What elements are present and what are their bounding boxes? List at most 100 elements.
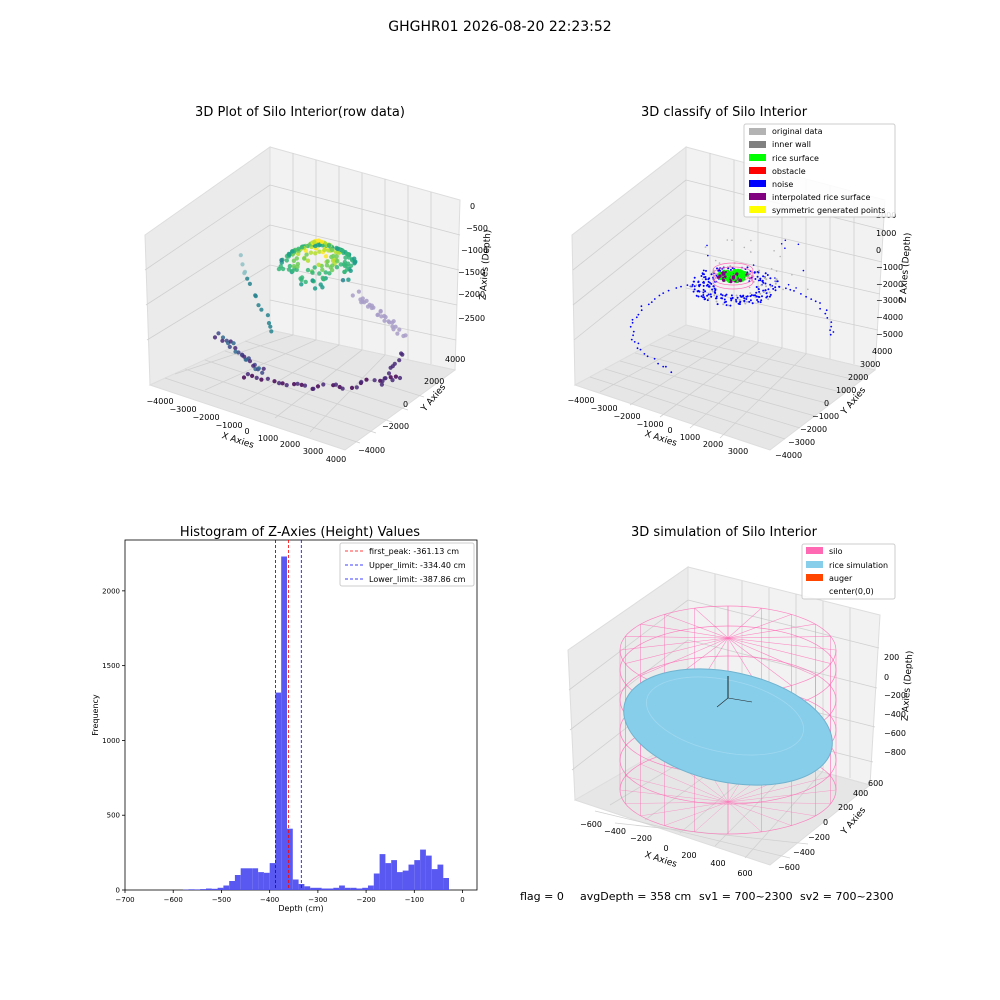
classify-point — [761, 295, 763, 298]
hist-y-label: Frequency — [91, 694, 100, 736]
legend-swatch-interpolated-rice-surface — [749, 193, 766, 200]
silo-floor-rib — [727, 789, 837, 803]
classify-point — [735, 300, 738, 303]
classify-point — [782, 288, 784, 291]
classify-point — [635, 316, 638, 319]
simulation-x-tick: 0 — [663, 844, 668, 853]
silo-roof-rib — [664, 614, 729, 639]
raw-y-tick: 2000 — [424, 377, 444, 386]
footer-sv2: sv2 = 700~2300 — [800, 890, 894, 903]
histogram-bar — [269, 863, 276, 890]
classify-y-tick: −1000 — [812, 412, 839, 421]
classify-point — [768, 295, 771, 298]
simulation-x-tick: −400 — [604, 827, 626, 836]
raw-point — [344, 251, 350, 257]
histogram-bar — [223, 885, 230, 890]
raw-point — [305, 258, 311, 263]
classify-legend: original data inner wall rice surface ob… — [743, 123, 896, 218]
raw-point — [325, 259, 330, 264]
classify-point — [825, 309, 828, 312]
legend-label-interpolated-rice-surface: interpolated rice surface — [772, 193, 870, 202]
raw-point — [272, 379, 277, 384]
raw-point — [324, 263, 330, 268]
classify-point — [713, 291, 716, 294]
silo-floor-rib — [727, 801, 762, 832]
raw-point — [302, 383, 308, 388]
raw-point — [321, 382, 326, 387]
raw-point — [362, 300, 367, 305]
classify-point — [702, 284, 705, 287]
classify-point — [710, 273, 713, 276]
classify-point — [735, 294, 738, 297]
classify-point — [764, 272, 767, 275]
classify-point — [707, 293, 710, 296]
classify-point — [773, 250, 775, 252]
hist-x-label: Depth (cm) — [278, 904, 323, 913]
raw-point — [383, 315, 388, 320]
classify-point — [726, 239, 729, 241]
silo-roof-rib — [727, 636, 831, 639]
classify-point — [704, 298, 707, 300]
raw-x-tick: 0 — [244, 427, 249, 436]
histogram-bar — [379, 854, 386, 890]
hist-x-tick-label: −600 — [164, 896, 183, 904]
histogram-bar — [437, 864, 444, 890]
classify-point — [696, 290, 699, 293]
classify-point — [701, 278, 704, 281]
classify-point — [731, 296, 734, 299]
histogram-bar — [425, 855, 432, 890]
classify-point — [735, 298, 737, 301]
classify-y-tick: 1000 — [836, 386, 856, 395]
classify-point — [778, 285, 781, 288]
classify-x-tick: −4000 — [567, 396, 594, 405]
classify-point — [736, 296, 739, 299]
classify-point — [631, 318, 634, 321]
raw-point — [359, 300, 364, 305]
classify-point — [697, 295, 700, 298]
classify-point — [716, 303, 719, 306]
raw-point — [290, 268, 295, 274]
simulation-z-axis: 200 0 −200 −400 −600 −800 Z Axies (Depth… — [884, 650, 915, 757]
classify-point — [738, 278, 742, 282]
histogram-bar — [391, 860, 397, 890]
simulation-y-tick: 0 — [823, 818, 828, 827]
classify-point — [711, 288, 714, 291]
hist-y-ticks: 0 500 1000 1500 2000 — [102, 587, 125, 895]
classify-point — [706, 283, 709, 286]
raw-x-tick: −3000 — [169, 405, 196, 414]
auger-center-marker — [716, 697, 729, 708]
footer-status: flag = 0 avgDepth = 358 cm sv1 = 700~230… — [520, 890, 894, 903]
raw-point — [280, 381, 285, 386]
classify-point — [762, 275, 765, 278]
raw-point — [397, 327, 402, 332]
simulation-y-tick: 200 — [838, 803, 853, 812]
raw-point — [277, 381, 282, 386]
histogram-bar — [362, 887, 368, 890]
raw-y-tick: 0 — [403, 400, 408, 409]
raw-point — [392, 361, 397, 366]
classify-point — [701, 273, 704, 275]
classify-point — [761, 279, 764, 282]
raw-x-tick: 4000 — [326, 455, 346, 464]
legend-swatch-noise — [749, 180, 766, 187]
raw-y-tick: −4000 — [358, 446, 385, 455]
silo-floor-rib — [625, 801, 729, 804]
raw-z-tick: −1500 — [458, 268, 485, 277]
raw-y-tick: −2000 — [382, 422, 409, 431]
classify-point — [662, 365, 665, 368]
legend-label-inner-wall: inner wall — [772, 140, 811, 149]
raw-point — [330, 258, 336, 263]
raw-point — [216, 331, 221, 336]
raw-x-tick: 2000 — [280, 440, 300, 449]
classify-point — [755, 291, 758, 294]
classify-point — [765, 285, 767, 288]
classify-point — [830, 325, 833, 328]
raw-point — [372, 378, 377, 383]
raw-point — [333, 382, 338, 387]
histogram-bar — [321, 888, 328, 890]
hist-y-tick-label: 1500 — [102, 662, 120, 670]
raw-point — [242, 271, 247, 276]
classify-point — [637, 313, 640, 316]
classify-point — [805, 295, 807, 298]
classify-legend-box — [743, 123, 896, 218]
